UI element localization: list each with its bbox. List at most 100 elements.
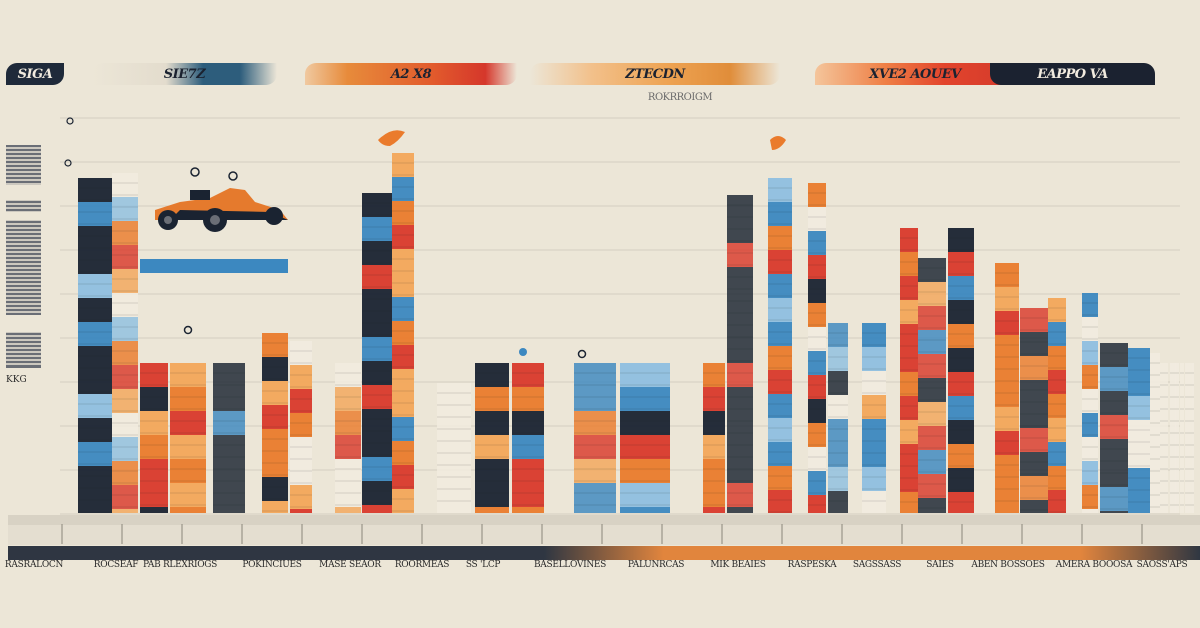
bar-segment — [392, 393, 414, 417]
bar-segment — [170, 483, 206, 507]
bar-segment — [1082, 317, 1098, 341]
bar-segment — [918, 354, 946, 378]
bar-segment — [862, 371, 886, 395]
x-label: PALUNRCAS — [627, 560, 685, 570]
bar-segment — [1128, 420, 1150, 444]
bars — [78, 153, 1194, 513]
bar — [475, 363, 509, 513]
bar-segment — [768, 346, 792, 370]
bar-segment — [948, 420, 974, 444]
bar-segment — [727, 339, 753, 363]
x-label: AMERA BOOOSA — [1055, 560, 1133, 570]
bar-segment — [900, 444, 918, 468]
bar-segment — [1170, 363, 1176, 387]
bar-segment — [1082, 365, 1098, 389]
bar-segment — [768, 442, 792, 466]
bar-segment — [335, 459, 361, 483]
bar-segment — [112, 437, 138, 461]
bar-segment — [574, 363, 616, 387]
bar-segment — [1150, 377, 1160, 401]
bar-segment — [900, 348, 918, 372]
bar-segment — [1020, 380, 1048, 404]
bar-segment — [574, 387, 616, 411]
bar-segment — [362, 433, 392, 457]
bar-segment — [140, 483, 168, 507]
bar-segment — [335, 483, 361, 507]
bar-segment — [1160, 387, 1168, 411]
bar-segment — [620, 483, 670, 507]
bar-segment — [290, 341, 312, 365]
bar-segment — [1192, 435, 1194, 459]
bar-segment — [392, 489, 414, 513]
bar-segment — [392, 201, 414, 225]
bar-segment — [727, 291, 753, 315]
bar-segment — [808, 351, 826, 375]
bar-segment — [362, 265, 392, 289]
bar-segment — [1048, 298, 1066, 322]
bar-segment — [808, 183, 826, 207]
bar-segment — [335, 435, 361, 459]
bar-segment — [808, 375, 826, 399]
bar-segment — [1082, 413, 1098, 437]
bar-segment — [512, 459, 544, 483]
bar — [1128, 348, 1150, 513]
bar-segment — [1082, 437, 1098, 461]
bar-segment — [140, 363, 168, 387]
bar-segment — [1150, 449, 1160, 473]
bar-segment — [1082, 485, 1098, 509]
bar-segment — [335, 411, 361, 435]
bar-segment — [768, 394, 792, 418]
bar-segment — [768, 322, 792, 346]
flame-icon — [378, 130, 786, 150]
bar-segment — [1048, 322, 1066, 346]
bar-segment — [262, 381, 288, 405]
bar-segment — [727, 411, 753, 435]
bar-segment — [362, 337, 392, 361]
bar-segment — [768, 298, 792, 322]
bar-segment — [392, 273, 414, 297]
x-label: RASRALOCN — [4, 560, 64, 570]
bar-segment — [78, 370, 112, 394]
bar-segment — [1180, 387, 1184, 411]
bar-segment — [995, 359, 1019, 383]
bar-segment — [290, 365, 312, 389]
bar-segment — [620, 387, 670, 411]
bar — [828, 323, 848, 513]
bar-segment — [995, 479, 1019, 503]
x-label: MIK BEAIES — [710, 560, 766, 570]
bar-segment — [140, 459, 168, 483]
bar-segment — [1100, 415, 1128, 439]
bar-segment — [290, 413, 312, 437]
bar-segment — [948, 228, 974, 252]
bar-segment — [392, 321, 414, 345]
bar-segment — [1188, 507, 1190, 513]
bar-segment — [475, 387, 509, 411]
bar-segment — [1180, 411, 1184, 435]
bar — [1185, 363, 1188, 513]
bar-segment — [362, 385, 392, 409]
bar-segment — [1020, 428, 1048, 452]
bar-segment — [362, 289, 392, 313]
bar-segment — [1188, 387, 1190, 411]
bar-segment — [335, 387, 361, 411]
bar — [78, 178, 112, 513]
bar-segment — [1188, 363, 1190, 387]
bar-segment — [727, 507, 753, 513]
bar-segment — [1188, 411, 1190, 435]
bar-segment — [1180, 483, 1184, 507]
bar-segment — [948, 348, 974, 372]
bar-segment — [112, 413, 138, 437]
bar-segment — [1160, 483, 1168, 507]
bar-segment — [1082, 509, 1098, 513]
bar — [1175, 363, 1179, 513]
bar-segment — [392, 153, 414, 177]
bar-segment — [948, 276, 974, 300]
bar-segment — [1190, 435, 1192, 459]
bar-segment — [78, 202, 112, 226]
bar-segment — [703, 435, 725, 459]
bar — [768, 178, 792, 513]
bar — [948, 228, 974, 513]
bar-segment — [948, 396, 974, 420]
bar-segment — [727, 267, 753, 291]
